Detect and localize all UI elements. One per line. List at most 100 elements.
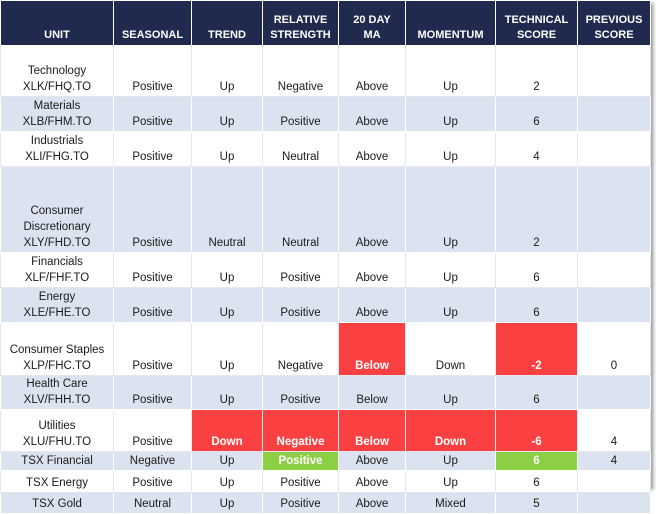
seasonal-cell: Positive — [113, 96, 192, 132]
seasonal-cell: Positive — [113, 252, 192, 288]
unit-cell: Consumer Staples XLP/FHC.TO — [0, 322, 114, 376]
ma-position-cell: Above — [338, 45, 406, 97]
header-text: TECHNICAL — [504, 14, 569, 26]
relative-strength-cell: Positive — [262, 375, 339, 410]
relative-strength-cell: Positive — [262, 470, 339, 493]
momentum-cell: Down — [405, 322, 496, 376]
header-momentum: MOMENTUM — [405, 0, 496, 46]
ma-position-cell: Below — [338, 375, 406, 410]
trend-cell: Up — [191, 375, 263, 410]
previous-score-cell — [577, 131, 651, 167]
seasonal-cell: Neutral — [113, 492, 192, 514]
ma-position-cell: Above — [338, 131, 406, 167]
unit-cell: Health Care XLV/FHH.TO — [0, 375, 114, 410]
unit-text: XLE/FHE.TO — [23, 307, 91, 319]
previous-score-cell — [577, 166, 651, 253]
momentum-cell: Up — [405, 470, 496, 493]
unit-cell: TSX Financial — [0, 451, 114, 471]
unit-text: Consumer Staples — [9, 344, 105, 356]
header-20-day-ma: 20 DAY MA — [338, 0, 406, 46]
technical-score-cell: 2 — [495, 45, 578, 97]
trend-cell: Up — [191, 451, 263, 471]
header-previous-score: PREVIOUS SCORE — [577, 0, 651, 46]
previous-score-cell: 4 — [577, 409, 651, 452]
table-row: TSX Financial Negative Up Positive Above Up 6 4 — [0, 451, 651, 471]
momentum-cell: Up — [405, 166, 496, 253]
header-text: SEASONAL — [121, 29, 184, 41]
trend-cell: Up — [191, 322, 263, 376]
unit-text: Materials — [33, 100, 81, 112]
unit-cell: Technology XLK/FHQ.TO — [0, 45, 114, 97]
unit-text: XLB/FHM.TO — [22, 116, 92, 128]
unit-cell: TSX Gold — [0, 492, 114, 514]
table-row: Energy XLE/FHE.TO Positive Up Positive Above U… — [0, 287, 651, 323]
seasonal-cell: Positive — [113, 131, 192, 167]
trend-cell: Neutral — [191, 166, 263, 253]
unit-cell: Utilities XLU/FHU.TO — [0, 409, 114, 452]
ma-position-cell: Above — [338, 451, 406, 471]
momentum-cell: Up — [405, 131, 496, 167]
momentum-cell: Down — [405, 409, 496, 452]
momentum-cell: Up — [405, 252, 496, 288]
table-row: TSX Energy Positive Up Positive Above Up 6 — [0, 470, 651, 493]
unit-text: TSX Energy — [26, 477, 88, 489]
previous-score-cell — [577, 252, 651, 288]
ma-position-cell: Below — [338, 409, 406, 452]
technical-score-cell: 6 — [495, 451, 578, 471]
trend-cell: Up — [191, 131, 263, 167]
seasonal-cell: Positive — [113, 45, 192, 97]
header-relative-strength: RELATIVE STRENGTH — [262, 0, 339, 46]
seasonal-cell: Positive — [113, 287, 192, 323]
trend-cell: Up — [191, 96, 263, 132]
header-text: TREND — [208, 29, 246, 41]
ma-position-cell: Above — [338, 492, 406, 514]
momentum-cell: Up — [405, 375, 496, 410]
relative-strength-cell: Neutral — [262, 166, 339, 253]
unit-text: TSX Financial — [21, 455, 93, 467]
trend-cell: Up — [191, 45, 263, 97]
unit-text: Utilities — [38, 420, 76, 432]
unit-cell: Materials XLB/FHM.TO — [0, 96, 114, 132]
seasonal-cell: Positive — [113, 166, 192, 253]
ma-position-cell: Above — [338, 96, 406, 132]
unit-text: XLP/FHC.TO — [23, 360, 91, 372]
previous-score-cell — [577, 492, 651, 514]
unit-text: Industrials — [30, 135, 84, 147]
unit-cell: Consumer Discretionary XLY/FHD.TO — [0, 166, 114, 253]
relative-strength-cell: Positive — [262, 451, 339, 471]
momentum-cell: Up — [405, 96, 496, 132]
seasonal-cell: Positive — [113, 375, 192, 410]
previous-score-cell — [577, 470, 651, 493]
unit-text: XLV/FHH.TO — [23, 394, 91, 406]
momentum-cell: Up — [405, 45, 496, 97]
trend-cell: Up — [191, 252, 263, 288]
technical-score-cell: 2 — [495, 166, 578, 253]
table-row: Consumer Staples XLP/FHC.TO Positive Up Nega… — [0, 322, 651, 376]
technical-score-cell: 6 — [495, 287, 578, 323]
previous-score-cell — [577, 287, 651, 323]
unit-text: XLI/FHG.TO — [25, 151, 89, 163]
unit-text: XLU/FHU.TO — [22, 436, 92, 448]
relative-strength-cell: Positive — [262, 287, 339, 323]
header-row: UNIT SEASONAL TREND RELATIVE STRENGTH 20 DAY M… — [0, 0, 651, 46]
seasonal-cell: Negative — [113, 451, 192, 471]
table-row: TSX Gold Neutral Up Positive Above Mixed 5 — [0, 492, 651, 514]
table-row: Health Care XLV/FHH.TO Positive Up Positive B… — [0, 375, 651, 410]
technical-score-cell: 6 — [495, 470, 578, 493]
unit-text: Consumer — [30, 205, 84, 217]
table-row: Technology XLK/FHQ.TO Positive Up Negative Ab… — [0, 45, 651, 97]
unit-cell: Industrials XLI/FHG.TO — [0, 131, 114, 167]
technical-score-cell: 5 — [495, 492, 578, 514]
unit-text: Health Care — [26, 378, 88, 390]
unit-cell: TSX Energy — [0, 470, 114, 493]
unit-text: Energy — [38, 291, 76, 303]
trend-cell: Up — [191, 470, 263, 493]
seasonal-cell: Positive — [113, 409, 192, 452]
unit-text: Financials — [31, 256, 83, 268]
header-text: MOMENTUM — [417, 29, 484, 41]
table-row: Consumer Discretionary XLY/FHD.TO Positive N… — [0, 166, 651, 253]
technical-score-cell: -2 — [495, 322, 578, 376]
ma-position-cell: Above — [338, 470, 406, 493]
